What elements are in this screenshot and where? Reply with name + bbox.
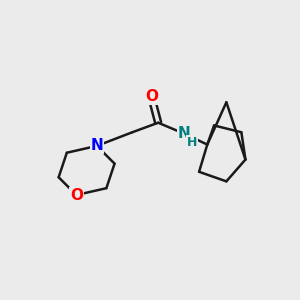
Text: N: N — [178, 126, 190, 141]
Text: N: N — [90, 138, 103, 153]
Text: H: H — [187, 136, 197, 149]
Text: O: O — [70, 188, 83, 202]
Text: O: O — [145, 89, 158, 104]
